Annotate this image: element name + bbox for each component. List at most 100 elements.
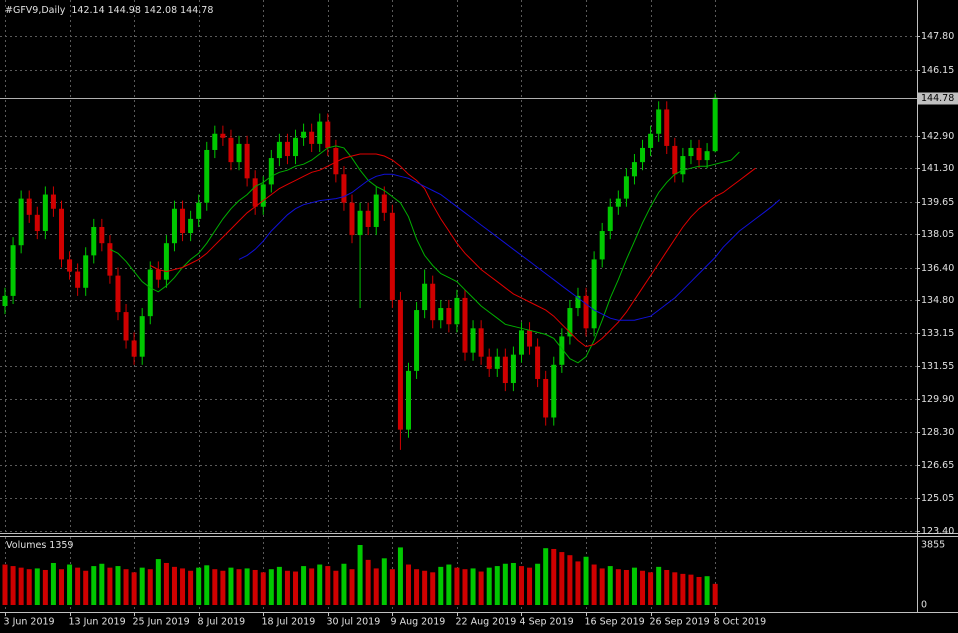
volume-bar	[163, 562, 169, 605]
volume-bar	[640, 570, 646, 605]
candle-body	[559, 336, 565, 365]
x-tick-label: 13 Jun 2019	[69, 617, 126, 628]
volume-bar	[252, 569, 258, 605]
candle-body	[518, 330, 524, 355]
volume-bar	[2, 564, 8, 605]
candle-body	[196, 202, 202, 219]
volume-bar	[107, 567, 113, 605]
volume-bar	[422, 570, 428, 605]
candle-body	[640, 147, 646, 163]
volume-bar	[325, 566, 331, 605]
candle-body	[10, 245, 16, 296]
volume-bar	[260, 572, 266, 605]
volume-bar	[349, 569, 355, 605]
volume-bar	[67, 564, 73, 605]
volume-bar	[301, 566, 307, 605]
y-tick-label: 133.15	[921, 328, 954, 339]
y-tick-label: 126.65	[921, 460, 954, 471]
candle-body	[42, 194, 48, 232]
volume-bar	[123, 569, 129, 605]
candle-body	[212, 133, 218, 150]
volume-bar	[389, 569, 395, 605]
candle-body	[349, 202, 355, 236]
volume-bar	[204, 565, 210, 605]
volume-bar	[527, 567, 533, 605]
candle-body	[18, 198, 24, 246]
candle-body	[268, 158, 274, 185]
volume-bar	[704, 576, 710, 605]
candle-body	[2, 295, 8, 307]
volume-bar	[502, 563, 508, 605]
indicator-line	[109, 145, 740, 364]
volume-bar	[188, 570, 194, 605]
candle-body	[696, 147, 702, 161]
y-tick-label: 123.40	[921, 526, 954, 537]
marks-layer	[0, 93, 917, 605]
y-tick-label: 134.80	[921, 295, 954, 306]
candle-body	[510, 354, 516, 384]
volume-bar	[414, 569, 420, 605]
candle-body	[139, 316, 145, 357]
candle-body	[389, 212, 395, 300]
y-tick-label: 146.15	[921, 65, 954, 76]
last-open: 142.14	[71, 5, 104, 16]
candle-body	[325, 121, 331, 148]
candle-body	[50, 194, 56, 209]
volume-bar	[656, 566, 662, 605]
volume-bar	[454, 567, 460, 605]
candle-body	[293, 137, 299, 157]
indicator-line	[150, 153, 756, 348]
volume-header: Volumes 1359	[6, 540, 73, 551]
volume-bar	[220, 570, 226, 605]
volume-bar	[147, 569, 153, 605]
candle-body	[422, 283, 428, 311]
x-tick-label: 25 Jun 2019	[133, 617, 190, 628]
volume-bar	[317, 564, 323, 605]
x-tick-label: 3 Jun 2019	[4, 617, 55, 628]
x-tick-label: 22 Aug 2019	[456, 617, 517, 628]
last-close: 144.78	[180, 5, 213, 16]
candle-body	[535, 346, 541, 379]
candle-body	[704, 151, 710, 161]
candle-body	[301, 131, 307, 138]
candle-body	[688, 147, 694, 157]
candle-body	[107, 243, 113, 276]
volume-bar	[631, 567, 637, 605]
x-tick-label: 8 Jul 2019	[198, 617, 246, 628]
volume-bar	[268, 569, 274, 605]
volume-bar	[607, 566, 613, 605]
volume-bar	[18, 567, 24, 605]
volume-bar	[309, 568, 315, 605]
candle-body	[438, 308, 444, 321]
volume-bar	[712, 583, 718, 605]
volume-bar	[599, 568, 605, 605]
candle-body	[236, 143, 242, 163]
volume-bar	[664, 569, 670, 605]
candle-body	[478, 328, 484, 357]
volume-bar	[591, 564, 597, 605]
candle-body	[712, 97, 718, 152]
candle-body	[680, 156, 686, 175]
volume-bar	[438, 566, 444, 605]
candle-body	[155, 269, 161, 280]
volume-bar	[672, 572, 678, 605]
volume-bar	[115, 566, 121, 605]
candle-body	[502, 356, 508, 384]
volume-bar	[397, 547, 403, 605]
candle-body	[470, 328, 476, 353]
candle-body	[260, 184, 266, 207]
candle-body	[163, 243, 169, 280]
volume-bar	[559, 552, 565, 605]
volume-bar	[58, 569, 64, 605]
candle-body	[599, 231, 605, 260]
y-tick-label: 125.05	[921, 493, 954, 504]
volume-bar	[276, 566, 282, 605]
volume-bar	[373, 568, 379, 605]
volume-bar	[75, 567, 81, 605]
symbol-title: #GFV9,Daily	[5, 5, 66, 16]
candle-body	[341, 174, 347, 203]
volume-bar	[535, 563, 541, 605]
candle-body	[34, 214, 40, 232]
